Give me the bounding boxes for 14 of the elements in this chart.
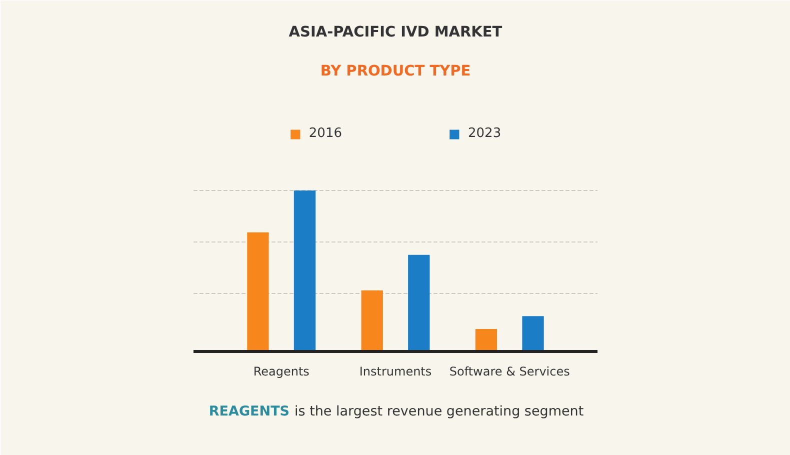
x-tick-label: Software & Services <box>449 364 570 378</box>
chart-subtitle: BY PRODUCT TYPE <box>320 64 471 80</box>
x-tick-label: Reagents <box>253 364 310 378</box>
bar <box>294 190 316 352</box>
chart-title: ASIA-PACIFIC IVD MARKET <box>288 24 502 40</box>
bar <box>475 328 498 352</box>
text: REAGENTS is the largest revenue generating segment <box>208 404 584 420</box>
bar <box>361 290 383 352</box>
x-tick-label: Instruments <box>359 364 432 378</box>
bar <box>522 316 544 352</box>
legend-label: 2016 <box>308 126 342 141</box>
bar <box>247 232 269 352</box>
legend-label: 2023 <box>468 126 502 141</box>
bar <box>408 254 430 352</box>
